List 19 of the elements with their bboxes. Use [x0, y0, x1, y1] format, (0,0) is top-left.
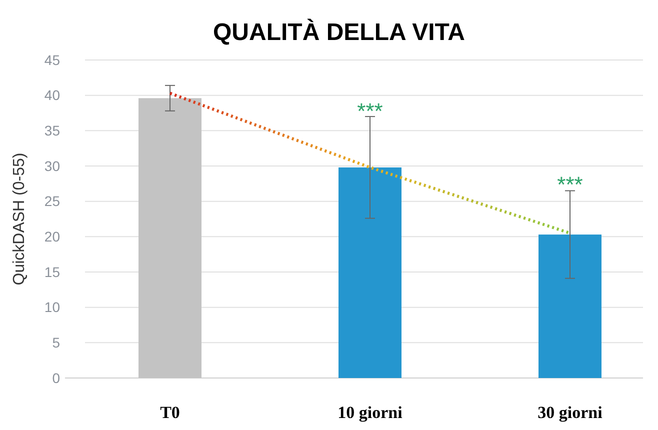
y-axis-title: QuickDASH (0-55): [11, 152, 28, 286]
x-tick-label: 10 giorni: [338, 403, 403, 422]
annotation: ***: [357, 98, 384, 124]
y-tick-label: 30: [44, 158, 60, 174]
x-tick-label: 30 giorni: [538, 403, 603, 422]
y-tick-label: 25: [44, 193, 60, 210]
annotation: ***: [557, 172, 584, 198]
y-tick-label: 45: [44, 52, 60, 68]
bar: [338, 167, 402, 378]
y-tick-label: 0: [52, 370, 60, 386]
y-tick-label: 15: [44, 264, 60, 280]
y-tick-label: 20: [44, 228, 60, 245]
x-tick-label: T0: [160, 403, 180, 422]
y-tick-label: 10: [44, 299, 60, 316]
bar: [538, 234, 602, 378]
y-tick-label: 35: [44, 122, 60, 139]
chart-title: QUALITÀ DELLA VITA: [213, 18, 465, 46]
y-tick-label: 5: [52, 334, 60, 351]
y-tick-label: 40: [44, 87, 60, 104]
